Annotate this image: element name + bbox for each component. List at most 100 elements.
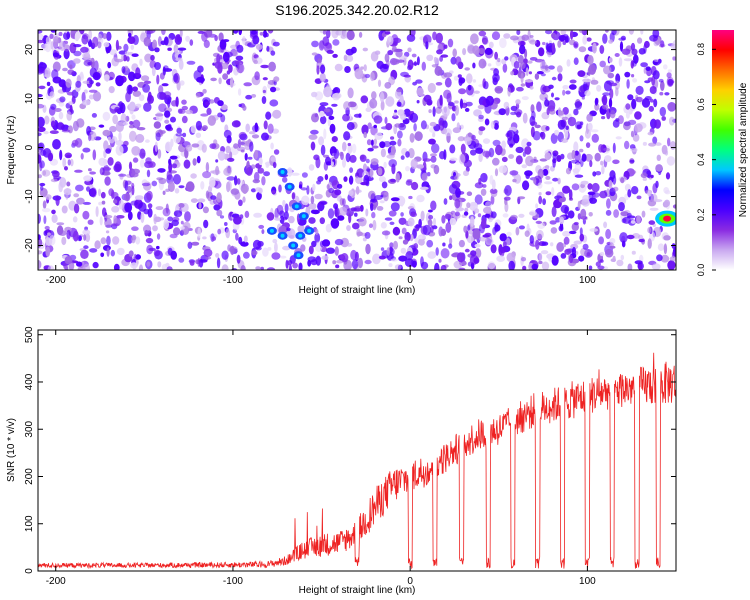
heatmap-cell	[641, 210, 646, 218]
snr-background	[38, 330, 676, 571]
heatmap-cell	[195, 92, 201, 98]
heatmap-cell	[109, 125, 117, 133]
heatmap-cell	[115, 140, 124, 146]
heatmap-cell	[453, 171, 456, 177]
heatmap-cell	[540, 250, 549, 255]
heatmap-cell	[409, 112, 419, 123]
heatmap-cell	[551, 76, 557, 81]
heatmap-cell	[542, 198, 546, 206]
heatmap-cell	[391, 163, 396, 175]
heatmap-cell	[127, 185, 132, 193]
heatmap-cell	[179, 108, 186, 114]
heatmap-cell	[653, 98, 658, 108]
heatmap-cell	[321, 239, 331, 247]
heatmap-x-label: Height of straight line (km)	[299, 285, 416, 296]
heatmap-cell	[536, 101, 542, 112]
heatmap-cell	[100, 191, 106, 199]
heatmap-cell	[539, 252, 543, 262]
heatmap-cell	[44, 41, 52, 53]
heatmap-cell	[597, 265, 605, 270]
heatmap-cell	[664, 92, 670, 96]
heatmap-cell	[581, 96, 585, 100]
heatmap-cell	[38, 65, 44, 75]
heatmap-cell	[620, 177, 625, 184]
heatmap-cell	[605, 248, 614, 258]
heatmap-cell	[337, 215, 345, 221]
heatmap-cell	[80, 46, 89, 54]
heatmap-cell	[475, 147, 484, 154]
heatmap-cell	[631, 98, 637, 110]
heatmap-cell	[298, 262, 303, 270]
heatmap-cell	[554, 129, 560, 136]
heatmap-cell	[644, 80, 651, 84]
heatmap-cell	[577, 200, 581, 210]
heatmap-cell	[493, 122, 499, 130]
heatmap-cell	[225, 228, 230, 239]
heatmap-cell	[510, 214, 518, 220]
heatmap-cell	[54, 108, 62, 112]
heatmap-cell	[323, 108, 331, 113]
heatmap-cell	[267, 247, 272, 251]
heatmap-cell	[494, 86, 504, 94]
heatmap-cell	[669, 116, 675, 126]
heatmap-cell	[519, 62, 526, 69]
heatmap-cell	[205, 256, 212, 260]
heatmap-cell	[76, 261, 83, 267]
heatmap-cell	[551, 206, 557, 218]
heatmap-cell	[447, 38, 454, 48]
heatmap-cell	[559, 221, 564, 231]
heatmap-cell	[432, 132, 436, 138]
heatmap-cell	[43, 215, 47, 225]
heatmap-cell	[240, 265, 246, 270]
heatmap-cell	[510, 71, 515, 76]
heatmap-cell	[62, 67, 68, 72]
heatmap-cell	[235, 55, 244, 61]
heatmap-cell	[529, 35, 534, 38]
heatmap-cell	[67, 125, 73, 134]
heatmap-cell	[118, 199, 125, 210]
heatmap-cell	[202, 206, 209, 214]
heatmap-cell	[474, 243, 481, 248]
heatmap-cell	[378, 176, 386, 183]
heatmap-cell	[49, 130, 59, 135]
heatmap-cell	[39, 160, 45, 169]
heatmap-cell	[556, 242, 565, 252]
heatmap-cell	[529, 235, 534, 244]
heatmap-cell	[404, 258, 414, 267]
heatmap-cell	[94, 74, 99, 79]
heatmap-cell	[56, 222, 65, 226]
heatmap-cell	[310, 209, 316, 214]
heatmap-cell	[210, 170, 215, 174]
heatmap-cell	[538, 195, 543, 205]
heatmap-cell	[586, 113, 593, 122]
heatmap-cell	[44, 67, 51, 79]
heatmap-cell	[261, 132, 269, 141]
heatmap-cell	[464, 107, 470, 112]
heatmap-cell	[473, 90, 480, 94]
heatmap-cell	[339, 151, 344, 157]
heatmap-cell	[238, 30, 243, 36]
heatmap-cell	[279, 215, 285, 224]
heatmap-cell	[343, 259, 353, 270]
heatmap-cell	[453, 260, 463, 269]
heatmap-cell	[440, 248, 450, 259]
heatmap-cell	[414, 131, 423, 142]
heatmap-cell	[579, 121, 584, 126]
heatmap-cell	[216, 53, 221, 64]
heatmap-cell	[513, 133, 520, 144]
heatmap-cell	[477, 213, 482, 218]
heatmap-cell	[521, 96, 529, 101]
heatmap-cell	[158, 103, 167, 112]
heatmap-cell	[73, 50, 82, 57]
heatmap-cell	[665, 172, 671, 180]
heatmap-cell	[201, 31, 208, 42]
heatmap-cell	[98, 201, 103, 206]
heatmap-cell	[82, 210, 90, 220]
heatmap-cell	[172, 73, 179, 83]
heatmap-cell	[233, 50, 238, 57]
heatmap-cell	[115, 75, 124, 87]
heatmap-cell	[238, 103, 242, 108]
heatmap-cell	[317, 58, 322, 64]
heatmap-cell	[189, 39, 194, 46]
heatmap-cell	[42, 200, 47, 209]
